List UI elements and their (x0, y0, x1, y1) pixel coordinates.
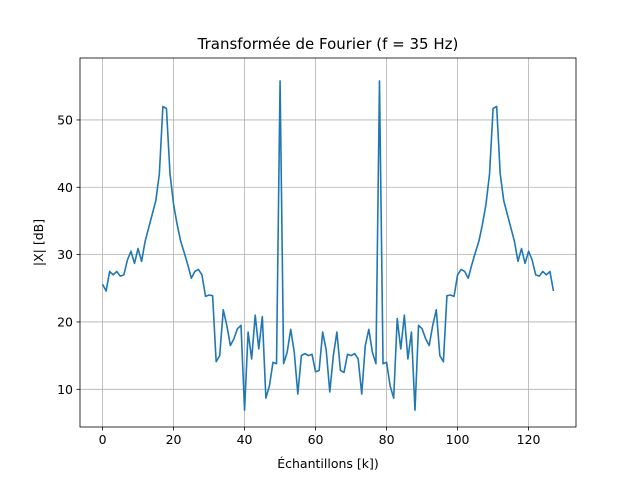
x-tick-label: 100 (446, 432, 470, 447)
y-tick-label: 10 (57, 382, 73, 397)
axes-frame (79, 57, 577, 428)
y-tick-label: 40 (57, 180, 73, 195)
x-axis-label: Échantillons [k]) (277, 456, 379, 471)
plot-area-line (101, 80, 555, 411)
y-tick-label: 20 (57, 314, 73, 329)
y-axis-label: |X| [dB] (31, 219, 46, 266)
x-tick-label: 40 (237, 432, 253, 447)
y-tick-label: 50 (57, 112, 73, 127)
y-tick-label: 30 (57, 247, 73, 262)
x-axis: 0 20 40 60 80 100 120 (99, 427, 541, 447)
x-tick-label: 0 (99, 432, 107, 447)
x-tick-label: 120 (517, 432, 541, 447)
x-tick-label: 80 (379, 432, 395, 447)
chart-title: Transformée de Fourier (f = 35 Hz) (197, 35, 459, 53)
x-tick-label: 20 (166, 432, 182, 447)
y-axis: 10 20 30 40 50 (57, 112, 80, 397)
series-line (101, 80, 555, 411)
x-tick-label: 60 (308, 432, 324, 447)
